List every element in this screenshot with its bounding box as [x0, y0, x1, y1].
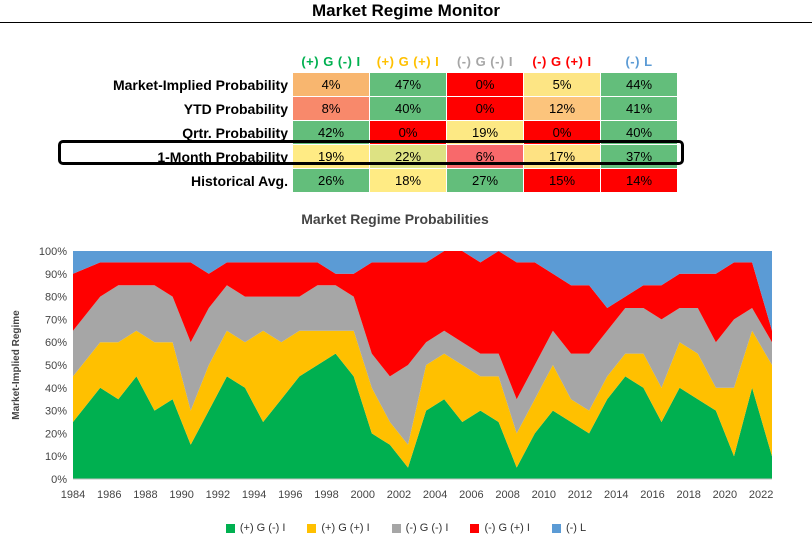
- legend-label: (+) G (+) I: [321, 522, 370, 534]
- table-cell: 27%: [446, 168, 524, 193]
- x-tick-label: 1988: [133, 489, 157, 501]
- title-underline: [0, 22, 812, 23]
- x-tick-label: 2010: [532, 489, 556, 501]
- x-tick-label: 1992: [206, 489, 230, 501]
- legend-item: (-) G (-) I: [391, 520, 449, 536]
- x-tick-label: 2002: [387, 489, 411, 501]
- y-tick-label: 60%: [45, 337, 67, 349]
- table-cell: 5%: [523, 72, 601, 97]
- col-header-neg-g-pos-i: (-) G (+) I: [532, 53, 592, 69]
- row-label: Market-Implied Probability: [112, 76, 288, 93]
- one-month-highlight-box: [58, 140, 684, 165]
- x-tick-label: 2004: [423, 489, 447, 501]
- legend-item: (+) G (-) I: [225, 520, 286, 536]
- chart-legend: (+) G (-) I (+) G (+) I (-) G (-) I (-) G (…: [0, 520, 812, 536]
- row-label: YTD Probability: [183, 100, 288, 117]
- x-tick-label: 1994: [242, 489, 266, 501]
- table-row: YTD Probability 8% 40% 0% 12% 41%: [78, 96, 678, 121]
- y-tick-label: 10%: [45, 451, 67, 463]
- area-series: [73, 251, 772, 331]
- row-label: Historical Avg.: [191, 172, 288, 189]
- table-cell: 14%: [600, 168, 678, 193]
- y-tick-label: 90%: [45, 269, 67, 281]
- table-cell: 4%: [292, 72, 370, 97]
- x-tick-label: 1996: [278, 489, 302, 501]
- legend-swatch: [225, 523, 235, 533]
- legend-label: (-) L: [565, 522, 587, 534]
- table-cell: 26%: [292, 168, 370, 193]
- x-tick-label: 2006: [459, 489, 483, 501]
- legend-swatch: [391, 523, 401, 533]
- table-cell: 47%: [369, 72, 447, 97]
- table-cell: 0%: [446, 72, 524, 97]
- table-cell: 0%: [446, 96, 524, 121]
- table-cell: 40%: [369, 96, 447, 121]
- x-tick-label: 2020: [713, 489, 737, 501]
- x-tick-label: 2008: [495, 489, 519, 501]
- legend-item: (+) G (+) I: [307, 520, 370, 536]
- regime-probability-table: (+) G (-) I (+) G (+) I (-) G (-) I (-) …: [78, 50, 678, 193]
- table-cell: 12%: [523, 96, 601, 121]
- col-header-pos-g-neg-i: (+) G (-) I: [301, 53, 361, 69]
- table-cell: 44%: [600, 72, 678, 97]
- area-series: [73, 251, 772, 400]
- area-series: [73, 330, 772, 468]
- col-header-pos-g-pos-i: (+) G (+) I: [376, 53, 440, 69]
- y-tick-label: 70%: [45, 314, 67, 326]
- legend-item: (-) L: [551, 520, 587, 536]
- y-tick-label: 20%: [45, 428, 67, 440]
- table-corner: [78, 50, 293, 73]
- legend-label: (-) G (-) I: [405, 522, 449, 534]
- x-tick-label: 2016: [640, 489, 664, 501]
- regime-area-chart: 0% 10% 20% 30% 40% 50% 60% 70% 80% 90% 100% 1984 198…: [11, 246, 773, 501]
- area-series: [73, 285, 772, 445]
- chart-title: Market Regime Probabilities: [301, 211, 489, 227]
- x-tick-label: 2022: [749, 489, 773, 501]
- x-tick-label: 1986: [97, 489, 121, 501]
- y-axis-label: Market-Implied Regime: [11, 310, 22, 420]
- x-tick-label: 1990: [169, 489, 193, 501]
- table-header-row: (+) G (-) I (+) G (+) I (-) G (-) I (-) …: [78, 50, 678, 73]
- y-tick-label: 100%: [39, 246, 67, 258]
- x-tick-label: 1984: [61, 489, 85, 501]
- table-row: Historical Avg. 26% 18% 27% 15% 14%: [78, 168, 678, 193]
- x-tick-label: 2014: [604, 489, 628, 501]
- legend-swatch: [551, 523, 561, 533]
- legend-swatch: [307, 523, 317, 533]
- y-tick-label: 0%: [51, 474, 67, 486]
- y-tick-label: 40%: [45, 383, 67, 395]
- y-tick-label: 30%: [45, 406, 67, 418]
- table-cell: 18%: [369, 168, 447, 193]
- table-row: Market-Implied Probability 4% 47% 0% 5% 44%: [78, 72, 678, 97]
- table-cell: 8%: [292, 96, 370, 121]
- col-header-neg-g-neg-i: (-) G (-) I: [456, 53, 514, 69]
- x-tick-label: 1998: [314, 489, 338, 501]
- table-cell: 15%: [523, 168, 601, 193]
- table-cell: 41%: [600, 96, 678, 121]
- x-tick-label: 2012: [568, 489, 592, 501]
- legend-swatch: [470, 523, 480, 533]
- page-title: Market Regime Monitor: [312, 1, 500, 20]
- x-tick-label: 2018: [676, 489, 700, 501]
- row-label: Qrtr. Probability: [182, 124, 288, 141]
- legend-label: (-) G (+) I: [484, 522, 530, 534]
- x-tick-label: 2000: [350, 489, 374, 501]
- area-series: [73, 353, 772, 479]
- legend-label: (+) G (-) I: [239, 522, 286, 534]
- legend-item: (-) G (+) I: [470, 520, 530, 536]
- y-tick-label: 50%: [45, 360, 67, 372]
- col-header-neg-l: (-) L: [625, 53, 653, 69]
- row-label: 1-Month Probability: [157, 148, 288, 165]
- y-tick-label: 80%: [45, 292, 67, 304]
